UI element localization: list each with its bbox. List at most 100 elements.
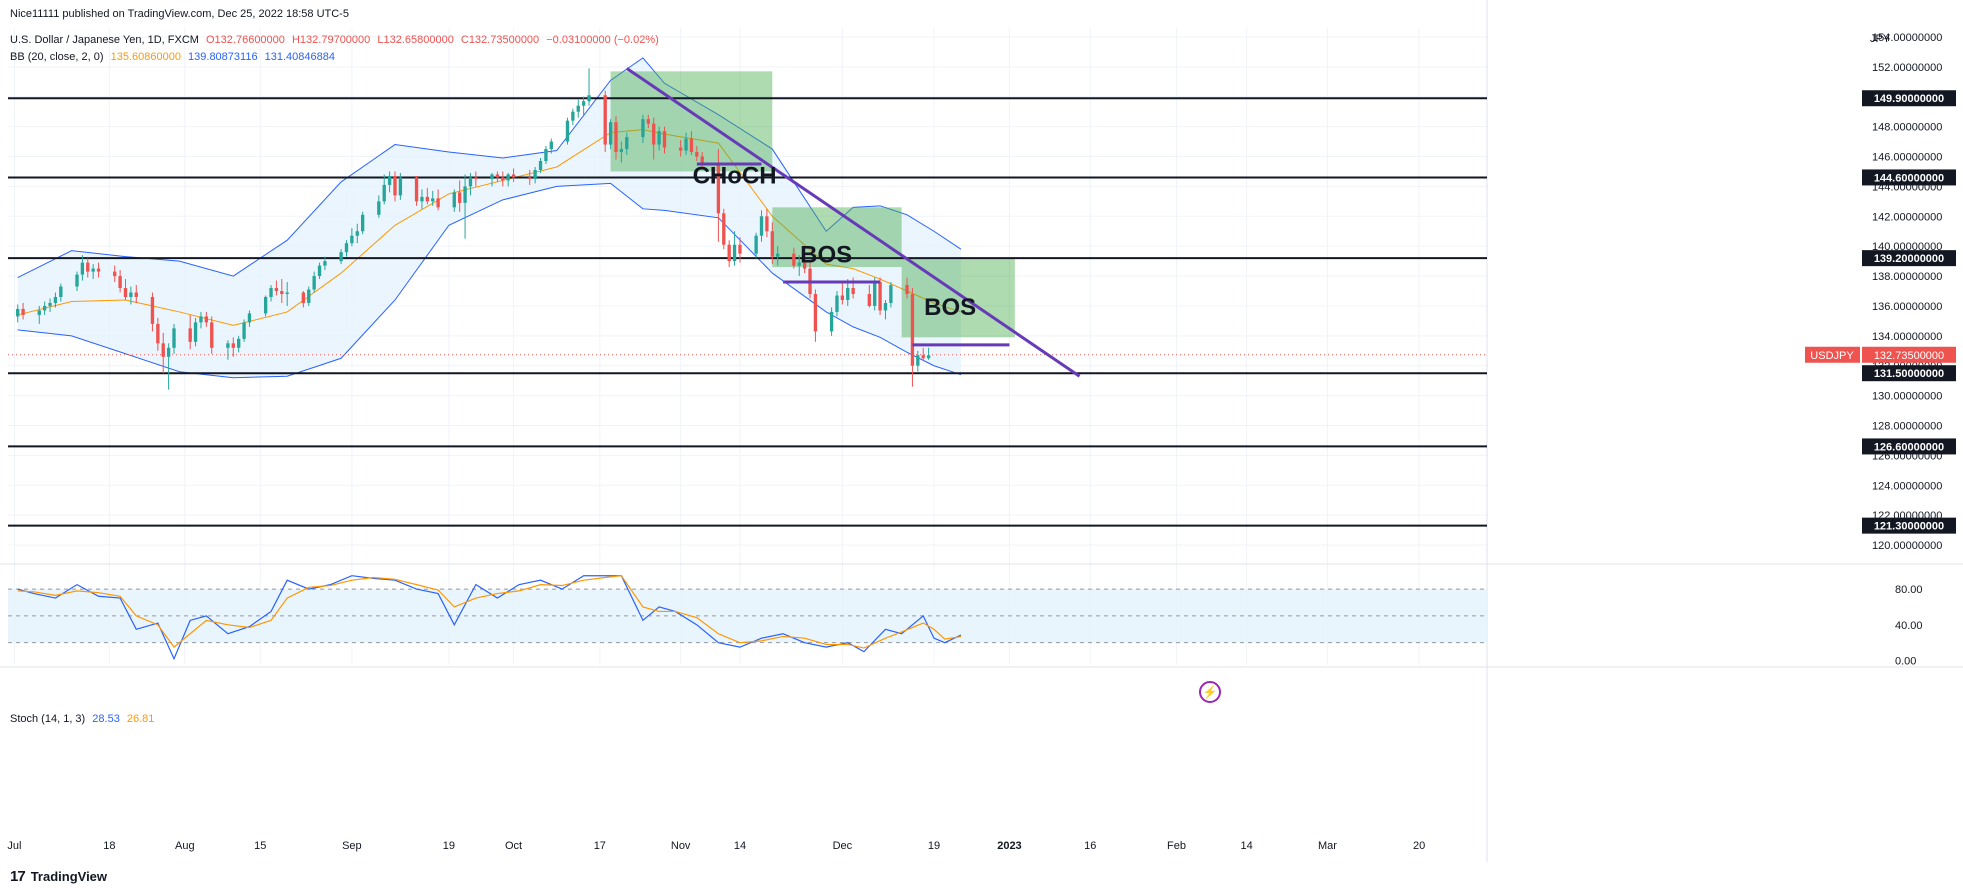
- candle-body: [511, 174, 516, 178]
- candle-body: [387, 175, 392, 185]
- time-tick-label: 17: [594, 840, 606, 852]
- candle-body: [37, 310, 41, 315]
- price-tick-label: 124.00000000: [1872, 480, 1942, 492]
- candle-body: [285, 292, 289, 295]
- candle-body: [625, 137, 629, 150]
- price-tick-label: 148.00000000: [1872, 122, 1942, 134]
- bearish-trendline: [625, 67, 1081, 378]
- level-price-tag: [1862, 250, 1956, 267]
- change-value: −0.03100000 (−0.02%): [546, 34, 659, 46]
- candle-body: [91, 268, 95, 272]
- candle-body: [156, 323, 160, 344]
- symbol-tag: [1805, 346, 1860, 363]
- candle-body: [883, 302, 888, 311]
- candle-body: [436, 198, 440, 208]
- candle-body: [700, 156, 704, 164]
- candle-body: [458, 192, 462, 203]
- footer-branding[interactable]: 17 TradingView: [10, 868, 107, 885]
- current-price-label: 132.73500000: [1874, 350, 1944, 362]
- candle-body: [323, 261, 327, 266]
- candle-body: [377, 201, 381, 215]
- flash-icon[interactable]: ⚡: [1199, 681, 1221, 703]
- chart-annotations: CHoCH BOS BOS: [693, 162, 977, 321]
- candle-body: [829, 311, 834, 332]
- candle-body: [199, 316, 203, 323]
- time-tick-label: 14: [1240, 840, 1252, 852]
- candle-body: [204, 316, 209, 323]
- candle-body: [425, 196, 430, 202]
- candle-body: [48, 302, 52, 306]
- price-tick-label: 120.00000000: [1872, 540, 1942, 552]
- candle-body: [501, 177, 505, 181]
- candle-body: [533, 169, 537, 179]
- candle-body: [846, 288, 850, 300]
- candle-body: [549, 141, 553, 150]
- candle-body: [910, 294, 915, 366]
- candle-body: [463, 186, 467, 203]
- stochastic-d-line: [17, 575, 962, 649]
- level-price-tag: [1862, 365, 1956, 382]
- annotation-label: BOS: [924, 294, 976, 321]
- time-tick-label: 14: [734, 840, 746, 852]
- stochastic-axis: 0.00 40.00 80.00: [1895, 584, 1923, 667]
- open-value: O132.76600000: [206, 34, 285, 46]
- level-price-tag: [1862, 517, 1956, 534]
- level-price-label: 139.20000000: [1874, 253, 1944, 265]
- stochastic-legend[interactable]: Stoch (14, 1, 3) 28.53 26.81: [10, 713, 158, 725]
- bollinger-basis-value: 135.60860000: [110, 51, 181, 63]
- bollinger-fill: [17, 57, 961, 378]
- stochastic-k-value: 28.53: [92, 713, 120, 725]
- candle-body: [678, 147, 683, 151]
- candle-body: [851, 288, 855, 295]
- candle-body: [657, 131, 661, 145]
- candle-body: [792, 253, 796, 266]
- candle-body: [242, 322, 246, 339]
- candle-body: [544, 149, 548, 162]
- time-tick-label: 15: [254, 840, 266, 852]
- time-tick-label: Aug: [175, 840, 195, 852]
- candlesticks: [16, 68, 931, 390]
- time-tick-label: Dec: [833, 840, 853, 852]
- ohlc-legend[interactable]: U.S. Dollar / Japanese Yen, 1D, FXCM O13…: [10, 34, 663, 46]
- candle-body: [495, 174, 500, 178]
- candle-body: [576, 105, 580, 112]
- price-tick-label: 130.00000000: [1872, 391, 1942, 403]
- candle-body: [75, 274, 79, 287]
- bollinger-lower-value: 131.40846884: [264, 51, 335, 63]
- candle-body: [42, 305, 47, 311]
- level-price-label: 126.60000000: [1874, 441, 1944, 453]
- horizontal-levels: [8, 97, 1487, 527]
- candle-body: [565, 120, 570, 142]
- candle-body: [571, 111, 575, 121]
- candle-body: [193, 322, 198, 342]
- candle-body: [172, 328, 176, 348]
- candle-body: [840, 295, 845, 300]
- candle-body: [452, 192, 456, 208]
- symbol-label[interactable]: U.S. Dollar / Japanese Yen, 1D, FXCM: [10, 34, 199, 46]
- price-tick-label: 134.00000000: [1872, 331, 1942, 343]
- candle-body: [280, 291, 284, 295]
- level-price-label: 131.50000000: [1874, 368, 1944, 380]
- candle-body: [765, 216, 769, 232]
- tradingview-brand: TradingView: [30, 869, 108, 884]
- candle-body: [759, 216, 764, 236]
- candle-body: [587, 95, 591, 102]
- candle-body: [921, 355, 925, 359]
- stochastic-label[interactable]: Stoch (14, 1, 3): [10, 713, 86, 725]
- order-block-zone: [901, 258, 1015, 338]
- price-tick-label: 128.00000000: [1872, 421, 1942, 433]
- candle-body: [166, 347, 171, 357]
- candle-body: [96, 268, 101, 272]
- candle-body: [889, 285, 893, 303]
- bollinger-legend[interactable]: BB (20, close, 2, 0) 135.60860000 139.80…: [10, 51, 339, 63]
- level-price-label: 149.90000000: [1874, 93, 1944, 105]
- candle-body: [414, 177, 419, 202]
- candle-body: [926, 355, 931, 359]
- candle-body: [237, 338, 241, 348]
- annotation-label: BOS: [800, 242, 852, 269]
- bollinger-label[interactable]: BB (20, close, 2, 0): [10, 51, 104, 63]
- time-tick-label: 20: [1413, 840, 1425, 852]
- candle-body: [398, 177, 403, 196]
- currency-label: JPY: [1870, 33, 1891, 45]
